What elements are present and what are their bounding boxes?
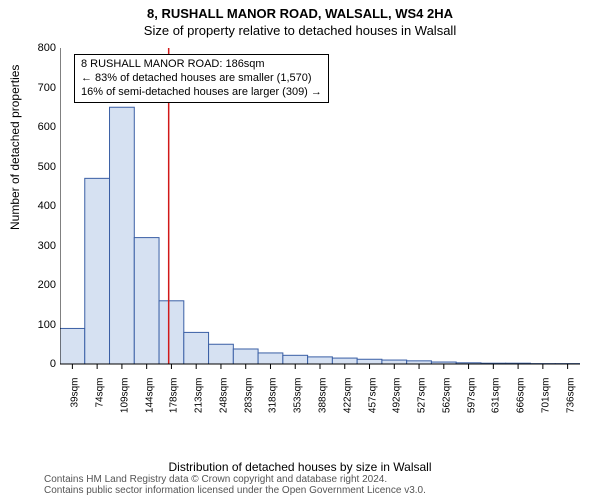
x-tick-label: 388sqm — [318, 378, 329, 428]
histogram-bar — [332, 358, 357, 364]
annotation-line-3: 16% of semi-detached houses are larger (… — [81, 86, 322, 100]
histogram-bar — [283, 355, 308, 364]
x-tick-label: 283sqm — [243, 378, 254, 428]
histogram-bar — [159, 301, 184, 364]
y-tick-label: 100 — [26, 319, 56, 331]
y-axis-label: Number of detached properties — [8, 65, 22, 230]
histogram-bar — [110, 107, 135, 364]
x-tick-label: 527sqm — [417, 378, 428, 428]
x-tick-label: 457sqm — [367, 378, 378, 428]
y-tick-label: 800 — [26, 42, 56, 54]
x-tick-label: 109sqm — [119, 378, 130, 428]
histogram-bar — [357, 359, 382, 364]
x-tick-label: 631sqm — [491, 378, 502, 428]
x-tick-label: 318sqm — [268, 378, 279, 428]
y-tick-label: 300 — [26, 240, 56, 252]
histogram-bar — [209, 344, 234, 364]
x-tick-label: 74sqm — [95, 378, 106, 428]
histogram-plot — [60, 48, 580, 418]
x-tick-label: 353sqm — [293, 378, 304, 428]
y-tick-label: 200 — [26, 279, 56, 291]
y-tick-label: 500 — [26, 161, 56, 173]
y-tick-label: 400 — [26, 200, 56, 212]
x-tick-label: 144sqm — [144, 378, 155, 428]
histogram-bar — [134, 238, 159, 364]
chart-title-sub: Size of property relative to detached ho… — [0, 21, 600, 38]
chart-title-main: 8, RUSHALL MANOR ROAD, WALSALL, WS4 2HA — [0, 0, 600, 21]
x-tick-label: 562sqm — [441, 378, 452, 428]
x-tick-label: 178sqm — [169, 378, 180, 428]
x-tick-label: 39sqm — [70, 378, 81, 428]
histogram-bar — [382, 360, 407, 364]
x-axis-label: Distribution of detached houses by size … — [0, 460, 600, 474]
annotation-line-2: ← 83% of detached houses are smaller (1,… — [81, 72, 322, 86]
x-tick-label: 248sqm — [218, 378, 229, 428]
y-tick-label: 700 — [26, 82, 56, 94]
histogram-bar — [308, 357, 333, 364]
y-tick-label: 600 — [26, 121, 56, 133]
x-tick-label: 597sqm — [466, 378, 477, 428]
x-tick-label: 213sqm — [194, 378, 205, 428]
footer-attribution: Contains HM Land Registry data © Crown c… — [44, 474, 426, 496]
footer-line-1: Contains HM Land Registry data © Crown c… — [44, 474, 426, 485]
histogram-bar — [258, 353, 283, 364]
x-tick-label: 701sqm — [540, 378, 551, 428]
chart-area: 8 RUSHALL MANOR ROAD: 186sqm ← 83% of de… — [60, 48, 580, 418]
histogram-bar — [60, 328, 85, 364]
footer-line-2: Contains public sector information licen… — [44, 485, 426, 496]
histogram-bar — [233, 349, 258, 364]
histogram-bar — [85, 178, 110, 364]
annotation-box: 8 RUSHALL MANOR ROAD: 186sqm ← 83% of de… — [74, 54, 329, 103]
x-tick-label: 666sqm — [516, 378, 527, 428]
histogram-bar — [184, 332, 209, 364]
x-tick-label: 736sqm — [565, 378, 576, 428]
annotation-line-1: 8 RUSHALL MANOR ROAD: 186sqm — [81, 58, 322, 72]
x-tick-label: 422sqm — [342, 378, 353, 428]
y-tick-label: 0 — [26, 358, 56, 370]
x-tick-label: 492sqm — [392, 378, 403, 428]
